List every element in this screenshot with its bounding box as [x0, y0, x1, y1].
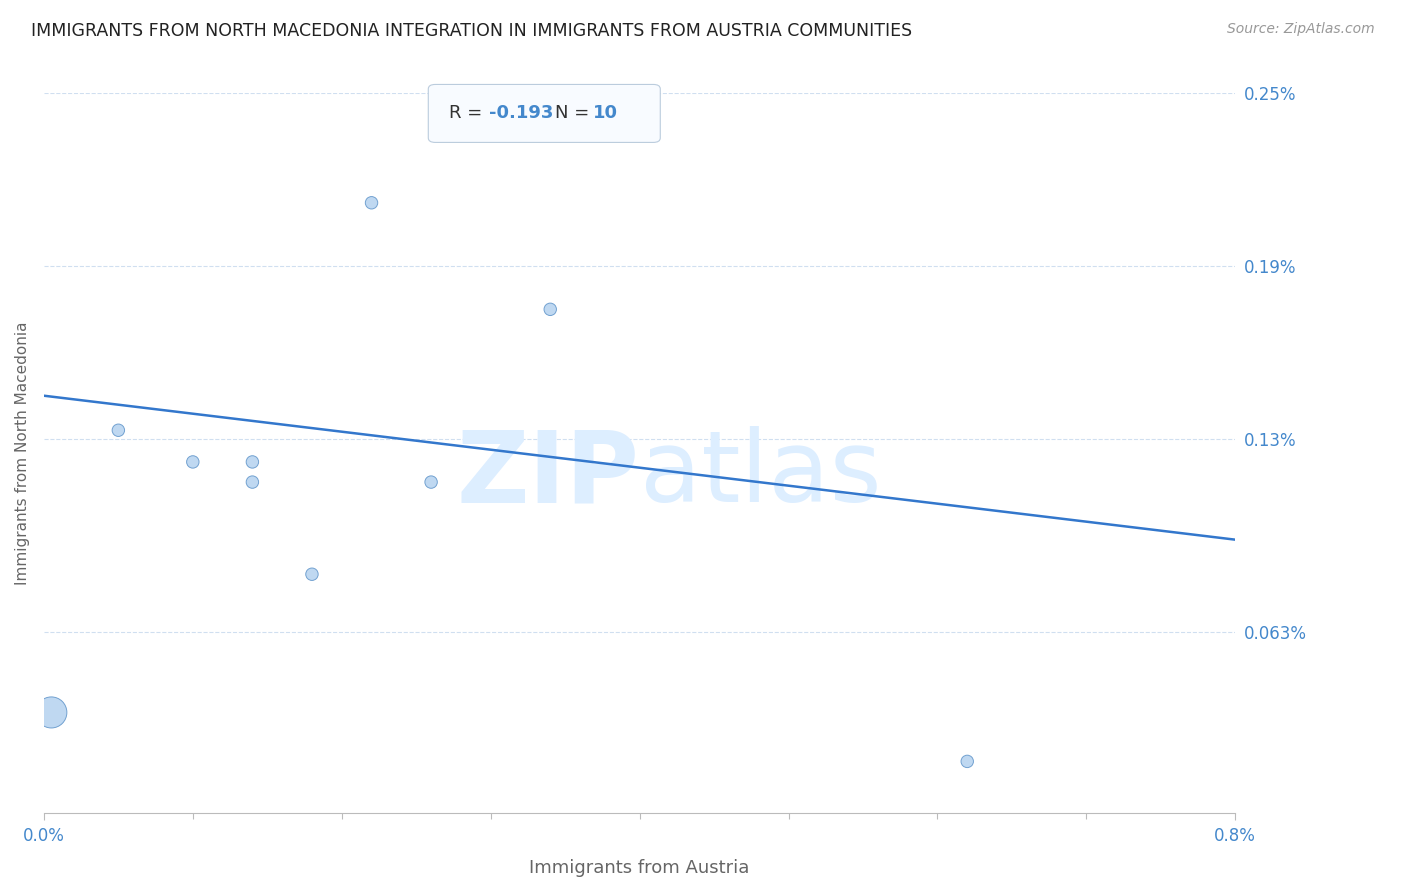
Text: N =: N = [555, 104, 595, 122]
Text: R =: R = [450, 104, 488, 122]
Text: 10: 10 [593, 104, 617, 122]
Point [181, 455, 204, 469]
Text: IMMIGRANTS FROM NORTH MACEDONIA INTEGRATION IN IMMIGRANTS FROM AUSTRIA COMMUNITI: IMMIGRANTS FROM NORTH MACEDONIA INTEGRAT… [31, 22, 912, 40]
Point [420, 475, 443, 489]
Y-axis label: Immigrants from North Macedonia: Immigrants from North Macedonia [15, 321, 30, 585]
Point [242, 455, 264, 469]
Point [41, 706, 63, 720]
X-axis label: Immigrants from Austria: Immigrants from Austria [530, 859, 749, 877]
Point [956, 755, 979, 769]
Text: ZIP: ZIP [457, 426, 640, 524]
Text: -0.193: -0.193 [489, 104, 553, 122]
Point [242, 475, 264, 489]
Point [107, 423, 129, 437]
Point [360, 195, 382, 210]
Text: Source: ZipAtlas.com: Source: ZipAtlas.com [1227, 22, 1375, 37]
Point [301, 567, 323, 582]
Point [538, 302, 561, 317]
Text: atlas: atlas [640, 426, 882, 524]
